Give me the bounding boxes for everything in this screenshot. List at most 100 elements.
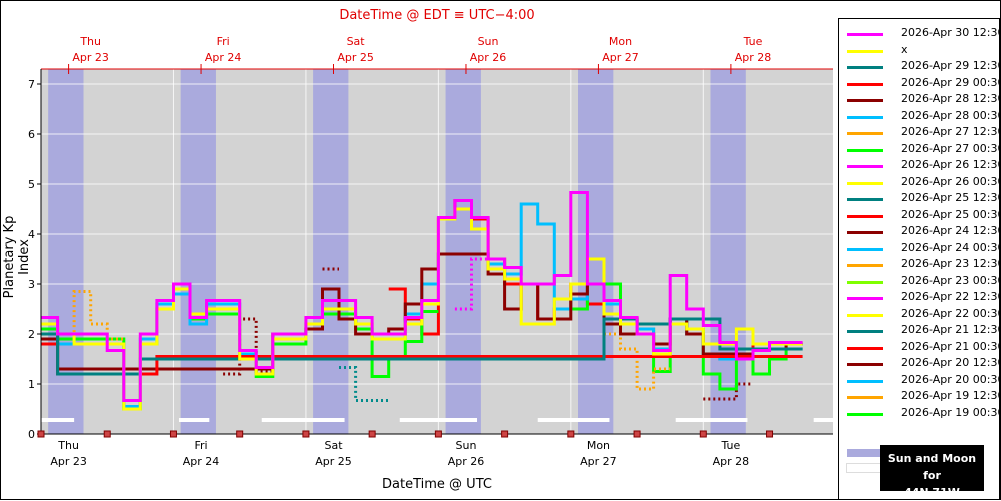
series-line xyxy=(339,366,389,402)
top-day-label: Mon xyxy=(609,35,632,48)
top-day-label: Thu xyxy=(79,35,101,48)
x-day-label: Thu xyxy=(57,439,79,452)
top-date-label: Apr 27 xyxy=(602,51,639,64)
time-marker xyxy=(302,430,310,438)
moon-bar xyxy=(813,418,833,422)
legend-label: 2026-Apr 24 00:30 xyxy=(901,240,1001,254)
legend-swatch xyxy=(847,148,883,152)
legend-swatch xyxy=(847,280,883,284)
legend-swatch xyxy=(847,115,883,119)
top-date-label: Apr 28 xyxy=(735,51,772,64)
y-tick-label: 4 xyxy=(28,228,35,241)
legend-label: 2026-Apr 19 12:30 xyxy=(901,389,1001,402)
time-marker xyxy=(567,430,575,438)
y-tick-label: 3 xyxy=(28,278,35,291)
moon-bar xyxy=(41,418,75,422)
night-band xyxy=(578,69,614,434)
time-marker xyxy=(699,430,707,438)
y-tick-label: 6 xyxy=(28,128,35,141)
legend-swatch xyxy=(847,132,883,135)
x-date-label: Apr 24 xyxy=(183,455,220,468)
legend-label: 2026-Apr 20 00:30 xyxy=(901,372,1001,386)
kp-chart: 0 1 2 3 4 5 6 7 Thu Apr 23 Fri Apr 24 Sat Apr 25 Sun Ap… xyxy=(28,35,833,468)
night-band xyxy=(313,69,349,434)
legend-label: x xyxy=(901,42,908,56)
night-band xyxy=(48,69,84,434)
legend-label: 2026-Apr 25 00:30 xyxy=(901,207,1001,221)
x-day-label: Mon xyxy=(587,439,610,452)
legend-swatch xyxy=(847,198,883,201)
x-day-label: Fri xyxy=(195,439,208,452)
legend-label: 2026-Apr 28 12:30 xyxy=(901,92,1001,105)
legend-label: 2026-Apr 30 12:30 xyxy=(901,26,1001,39)
x-day-label: Sat xyxy=(324,439,343,452)
legend-swatch xyxy=(847,66,883,69)
series-line xyxy=(41,191,803,402)
legend-label: 2026-Apr 26 12:30 xyxy=(901,158,1001,171)
legend-extra-swatch xyxy=(846,463,884,473)
legend-swatch xyxy=(847,264,883,267)
y-tick-label: 1 xyxy=(28,378,35,391)
night-band xyxy=(710,69,746,434)
legend-label: 2026-Apr 27 12:30 xyxy=(901,125,1001,138)
x-axis-title: DateTime @ UTC xyxy=(382,477,492,492)
x-date-label: Apr 26 xyxy=(448,455,485,468)
top-axis-title: DateTime @ EDT ≡ UTC−4:00 xyxy=(339,8,535,23)
top-day-label: Sat xyxy=(347,35,366,48)
legend-extra-swatch xyxy=(847,449,883,457)
x-day-label: Sun xyxy=(456,439,477,452)
moon-bar xyxy=(537,418,610,422)
legend-label: 2026-Apr 22 12:30 xyxy=(901,290,1001,303)
legend-swatch xyxy=(847,82,883,86)
legend-swatch xyxy=(847,297,883,300)
night-band xyxy=(180,69,216,434)
legend-swatch xyxy=(847,330,883,333)
legend-swatch xyxy=(847,181,883,185)
legend-swatch xyxy=(847,165,883,168)
x-date-label: Apr 27 xyxy=(580,455,617,468)
time-marker xyxy=(37,430,45,438)
legend: 2026-Apr 30 12:30 x 2026-Apr 29 12:30 2026-… xyxy=(838,18,1001,500)
y-tick-label: 5 xyxy=(28,178,35,191)
time-marker xyxy=(368,430,376,438)
x-day-label: Tue xyxy=(720,439,740,452)
x-date-label: Apr 23 xyxy=(50,455,87,468)
legend-swatch xyxy=(847,346,883,350)
legend-label: 2026-Apr 22 00:30 xyxy=(901,306,1001,320)
top-day-label: Sun xyxy=(478,35,499,48)
top-date-label: Apr 24 xyxy=(205,51,242,64)
time-marker xyxy=(434,430,442,438)
legend-label: 2026-Apr 24 12:30 xyxy=(901,224,1001,237)
time-marker xyxy=(501,430,509,438)
legend-swatch xyxy=(847,396,883,399)
legend-label: 2026-Apr 29 00:30 xyxy=(901,75,1001,89)
legend-label: 2026-Apr 23 00:30 xyxy=(901,273,1001,287)
legend-label: 2026-Apr 26 00:30 xyxy=(901,174,1001,188)
legend-label: 2026-Apr 28 00:30 xyxy=(901,108,1001,122)
top-date-label: Apr 25 xyxy=(337,51,374,64)
time-marker xyxy=(103,430,111,438)
legend-label: 2026-Apr 29 12:30 xyxy=(901,59,1001,72)
legend-label: 2026-Apr 21 12:30 xyxy=(901,323,1001,336)
legend-swatch xyxy=(847,231,883,234)
moon-bar xyxy=(675,418,748,422)
time-marker xyxy=(766,430,774,438)
top-date-label: Apr 26 xyxy=(470,51,507,64)
top-day-label: Fri xyxy=(217,35,230,48)
series-line xyxy=(703,382,753,401)
night-band xyxy=(445,69,481,434)
x-date-label: Apr 25 xyxy=(315,455,352,468)
top-day-label: Tue xyxy=(743,35,763,48)
legend-label: 2026-Apr 19 00:30 xyxy=(901,405,1001,419)
legend-swatch xyxy=(847,379,883,383)
top-date-label: Apr 23 xyxy=(72,51,109,64)
legend-label: 2026-Apr 20 12:30 xyxy=(901,356,1001,369)
y-tick-label: 0 xyxy=(28,428,35,441)
legend-swatch xyxy=(847,33,883,36)
legend-swatch xyxy=(847,99,883,102)
legend-label: 2026-Apr 21 00:30 xyxy=(901,339,1001,353)
legend-swatch xyxy=(847,412,883,416)
y-tick-label: 2 xyxy=(28,328,35,341)
moon-bar xyxy=(261,418,345,422)
time-marker xyxy=(633,430,641,438)
